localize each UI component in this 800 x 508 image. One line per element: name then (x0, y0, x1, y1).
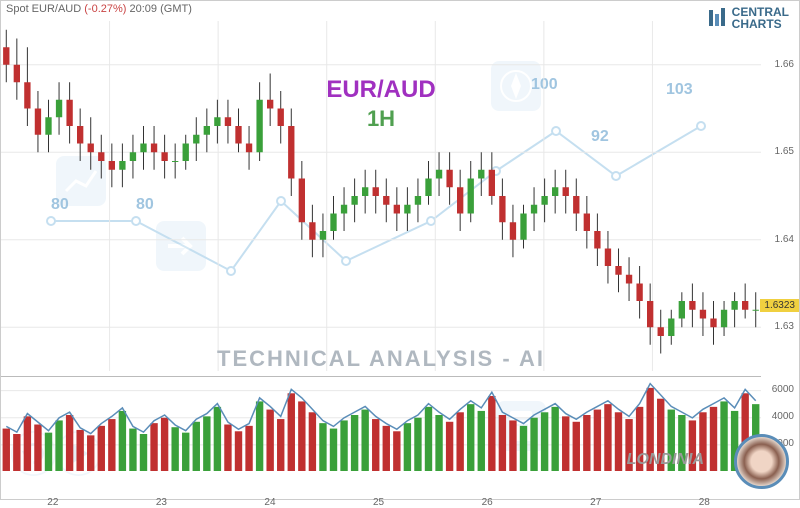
avatar-icon (734, 434, 789, 489)
y-tick-label: 1.66 (775, 59, 794, 70)
timestamp: 20:09 (GMT) (130, 3, 192, 15)
timeframe-title: 1H (1, 106, 761, 132)
price-change: (-0.27%) (84, 3, 126, 15)
x-tick-label: 22 (47, 497, 58, 508)
y-tick-label: 1.65 (775, 146, 794, 157)
x-tick-label: 27 (590, 497, 601, 508)
price-chart[interactable] (1, 21, 761, 371)
current-price-tag: 1.6323 (760, 299, 799, 312)
x-tick-label: 23 (156, 497, 167, 508)
price-y-axis: 1.63 1.64 1.65 1.66 (759, 21, 799, 371)
x-tick-label: 24 (264, 497, 275, 508)
chart-container: Spot EUR/AUD (-0.27%) 20:09 (GMT) CENTRA… (0, 0, 800, 500)
y-tick-label: 1.63 (775, 321, 794, 332)
vol-tick-label: 4000 (772, 411, 794, 422)
x-tick-label: 25 (373, 497, 384, 508)
brand-label: LONDINIA (627, 451, 704, 469)
x-tick-label: 28 (699, 497, 710, 508)
vol-tick-label: 6000 (772, 384, 794, 395)
header-info: Spot EUR/AUD (-0.27%) 20:09 (GMT) (6, 3, 192, 15)
x-tick-label: 26 (482, 497, 493, 508)
instrument-name: Spot EUR/AUD (6, 3, 81, 15)
technical-analysis-label: TECHNICAL ANALYSIS - AI (1, 346, 761, 372)
pair-title: EUR/AUD (1, 76, 761, 104)
y-tick-label: 1.64 (775, 234, 794, 245)
